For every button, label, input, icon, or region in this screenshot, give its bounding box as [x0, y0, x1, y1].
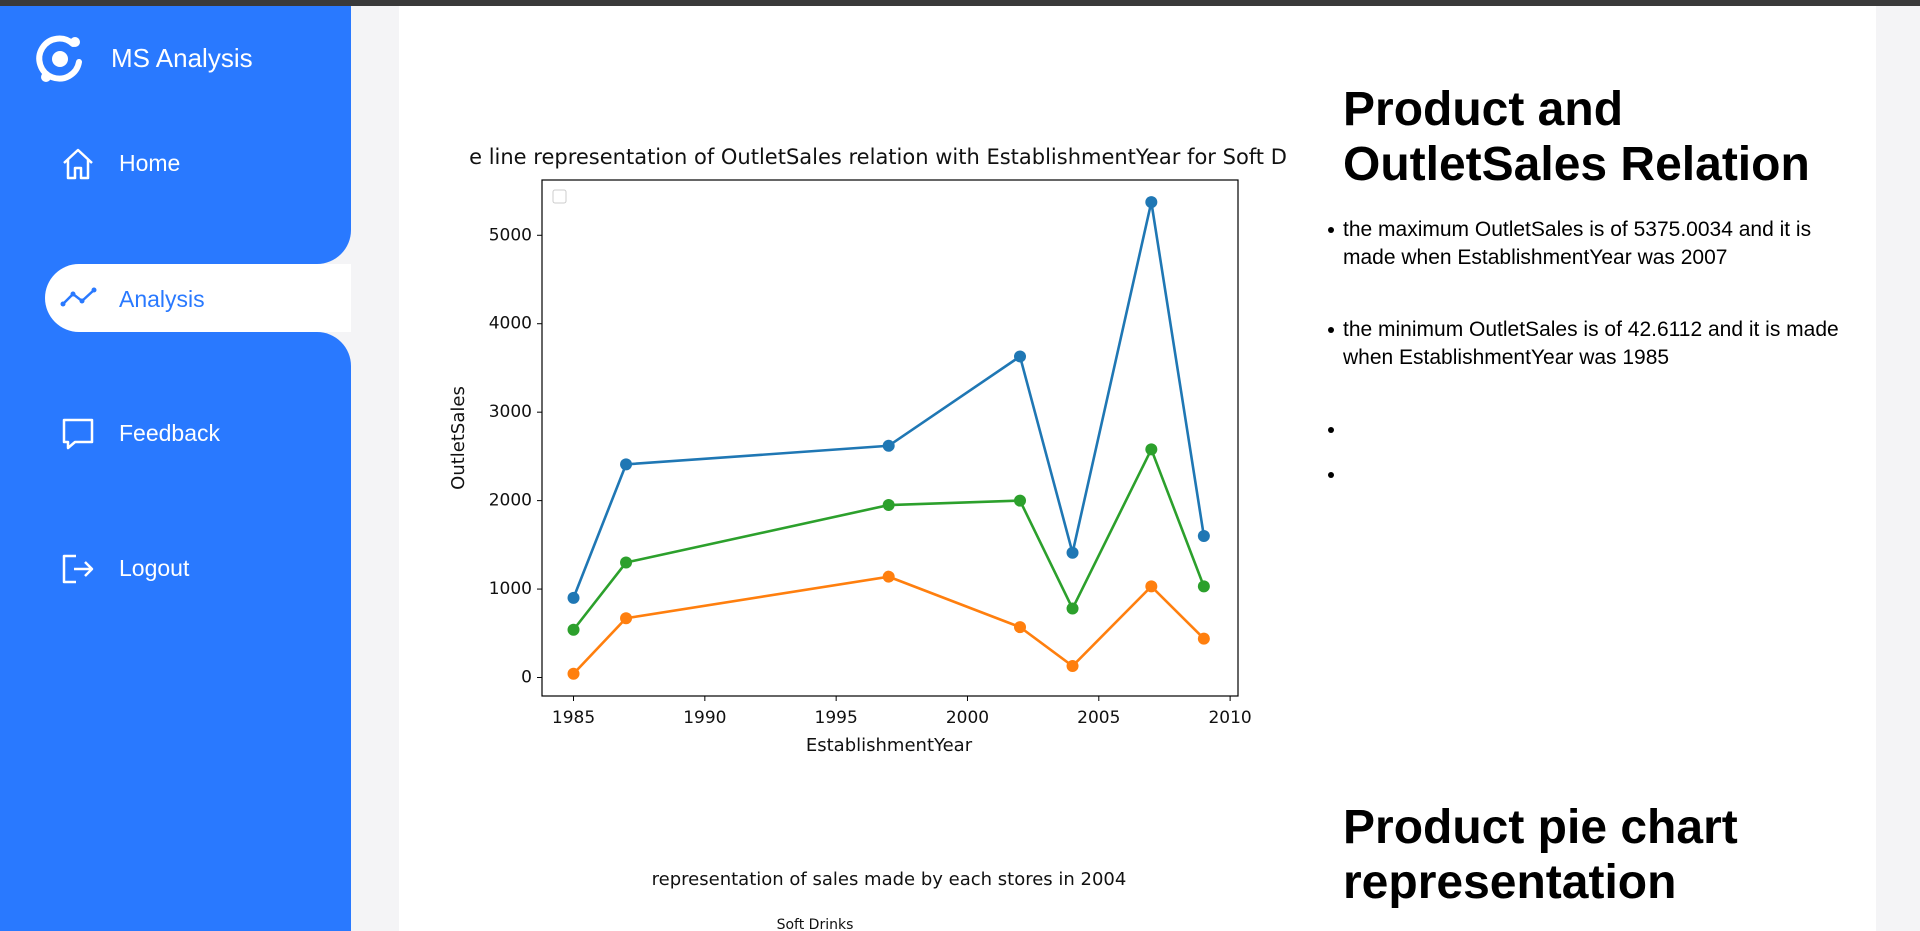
x-tick-label: 1995 — [815, 708, 858, 728]
active-nav-bg — [45, 264, 351, 332]
y-tick-label: 3000 — [489, 402, 532, 422]
x-tick-label: 1990 — [683, 708, 726, 728]
data-point — [567, 591, 580, 604]
data-point — [1145, 196, 1158, 209]
pie-section: Product pie chart representation — [1343, 800, 1863, 910]
data-point — [620, 612, 633, 625]
x-tick-label: 2005 — [1077, 708, 1120, 728]
data-point — [1145, 443, 1158, 456]
nav-logout[interactable]: Logout — [119, 555, 190, 581]
sidebar — [0, 332, 351, 931]
data-point — [1014, 621, 1027, 634]
legend-box — [552, 189, 567, 204]
data-point — [1014, 494, 1027, 507]
data-point — [1066, 546, 1079, 559]
logo — [36, 35, 82, 82]
data-point — [882, 499, 895, 512]
data-point — [1197, 632, 1210, 645]
y-tick-label: 5000 — [489, 225, 532, 245]
data-point — [1066, 602, 1079, 615]
bullet — [1328, 461, 1863, 478]
brand: MS Analysis — [111, 43, 253, 73]
y-tick-label: 2000 — [489, 491, 532, 511]
data-point — [882, 439, 895, 452]
window-bar — [0, 0, 1920, 6]
data-point — [620, 458, 633, 471]
y-tick-label: 1000 — [489, 579, 532, 599]
data-point — [620, 556, 633, 569]
relation-section: Product and OutletSales Relation the max… — [1328, 82, 1863, 506]
x-tick-label: 1985 — [552, 708, 595, 728]
y-tick-label: 4000 — [489, 314, 532, 334]
pie-label: Soft Drinks — [777, 917, 854, 931]
bullet — [1328, 416, 1863, 433]
section-heading: Product and OutletSales Relation — [1343, 83, 1810, 191]
y-tick-label: 0 — [521, 668, 532, 688]
data-point — [1197, 580, 1210, 593]
bullet-list: the maximum OutletSales is of 5375.0034 … — [1328, 216, 1863, 478]
data-point — [567, 667, 580, 680]
plot-area — [541, 179, 1239, 697]
data-point — [567, 623, 580, 636]
logout-icon — [62, 554, 94, 584]
analysis-icon — [60, 287, 97, 307]
chart-title: e line representation of OutletSales rel… — [469, 145, 1287, 169]
x-axis-label: EstablishmentYear — [806, 735, 973, 756]
data-point — [1066, 660, 1079, 673]
nav-analysis[interactable]: Analysis — [119, 286, 205, 312]
bullet: the minimum OutletSales is of 42.6112 an… — [1328, 316, 1863, 372]
home-icon — [63, 148, 93, 180]
data-point — [1197, 529, 1210, 542]
feedback-icon — [62, 418, 94, 450]
bullet: the maximum OutletSales is of 5375.0034 … — [1328, 216, 1863, 272]
section-heading: Product pie chart representation — [1343, 801, 1738, 909]
y-axis-label: OutletSales — [448, 386, 469, 490]
data-point — [882, 570, 895, 583]
bullet-text: the maximum OutletSales is of 5375.0034 … — [1343, 218, 1812, 269]
sidebar — [0, 6, 351, 264]
data-point — [1145, 580, 1158, 593]
bullet-text: the minimum OutletSales is of 42.6112 an… — [1343, 318, 1839, 369]
x-tick-label: 2010 — [1208, 708, 1251, 728]
x-tick-label: 2000 — [946, 708, 989, 728]
data-point — [1014, 350, 1027, 363]
nav-feedback[interactable]: Feedback — [119, 420, 221, 446]
nav-home[interactable]: Home — [119, 150, 181, 176]
pie-title: representation of sales made by each sto… — [652, 869, 1127, 890]
